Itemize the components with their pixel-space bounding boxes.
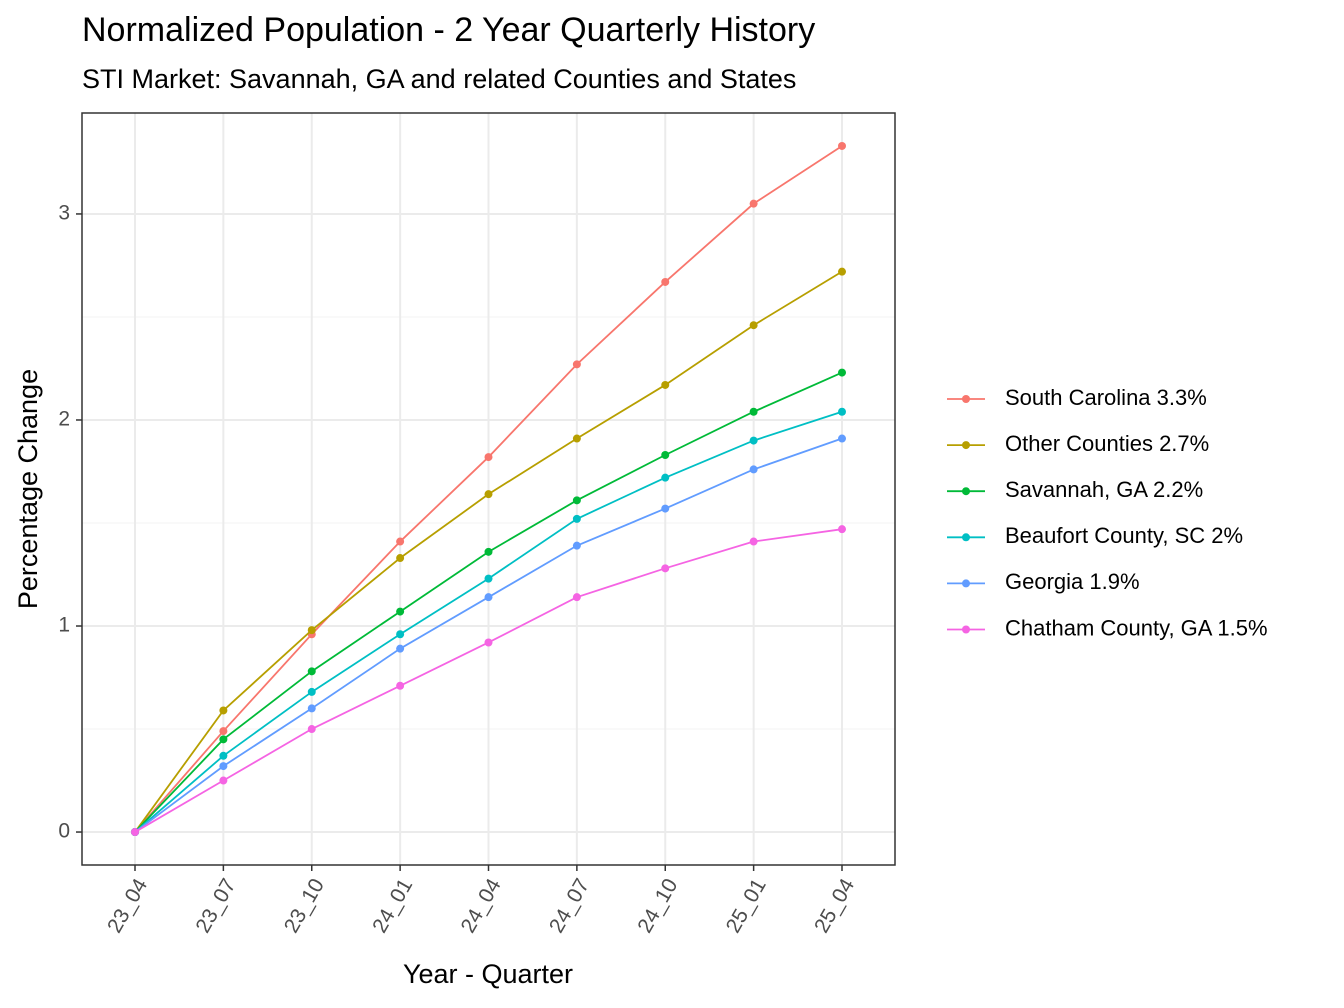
- data-point: [572, 514, 581, 523]
- data-point: [484, 453, 493, 462]
- legend-label: Beaufort County, SC 2%: [1005, 523, 1243, 548]
- x-tick-label: 25_01: [722, 875, 771, 937]
- data-point: [307, 725, 316, 734]
- legend-dot: [962, 441, 970, 450]
- data-point: [219, 776, 228, 785]
- chart-subtitle: STI Market: Savannah, GA and related Cou…: [82, 64, 796, 94]
- chart-title: Normalized Population - 2 Year Quarterly…: [82, 11, 815, 49]
- data-point: [749, 465, 758, 474]
- data-point: [661, 504, 670, 513]
- data-point: [572, 434, 581, 443]
- data-point: [219, 735, 228, 744]
- data-point: [484, 593, 493, 602]
- data-point: [484, 490, 493, 499]
- data-point: [396, 554, 405, 563]
- x-tick-label: 24_01: [368, 875, 417, 937]
- x-tick-label: 24_04: [457, 875, 506, 937]
- legend-dot: [962, 533, 970, 542]
- data-point: [749, 407, 758, 416]
- data-point: [307, 626, 316, 635]
- x-tick-label: 24_07: [545, 875, 594, 937]
- data-point: [307, 667, 316, 676]
- data-point: [661, 451, 670, 460]
- data-point: [749, 436, 758, 445]
- data-point: [838, 368, 846, 377]
- data-point: [572, 593, 581, 602]
- y-tick-label: 0: [58, 820, 70, 843]
- x-tick-label: 23_07: [191, 875, 240, 937]
- legend-label: South Carolina 3.3%: [1005, 385, 1207, 410]
- x-tick-label: 24_10: [633, 875, 682, 937]
- data-point: [396, 607, 405, 616]
- y-tick-label: 1: [58, 614, 70, 637]
- legend-dot: [962, 395, 970, 403]
- data-point: [838, 141, 846, 150]
- x-tick-label: 23_10: [280, 875, 329, 937]
- data-point: [661, 564, 670, 573]
- data-point: [661, 277, 670, 286]
- data-point: [661, 473, 670, 482]
- data-point: [749, 321, 758, 330]
- data-point: [749, 199, 758, 208]
- data-point: [484, 574, 493, 583]
- legend-label: Savannah, GA 2.2%: [1005, 477, 1203, 502]
- data-point: [219, 706, 228, 715]
- data-point: [219, 727, 228, 736]
- data-point: [749, 537, 758, 546]
- data-point: [572, 496, 581, 505]
- legend-dot: [962, 625, 970, 634]
- panel-border: [81, 112, 896, 866]
- y-axis-title: Percentage Change: [13, 369, 43, 609]
- data-point: [838, 525, 846, 534]
- legend-label: Georgia 1.9%: [1005, 569, 1140, 594]
- data-point: [572, 541, 581, 550]
- data-point: [838, 434, 846, 443]
- data-point: [131, 828, 139, 837]
- legend-dot: [962, 579, 970, 588]
- y-tick-label: 2: [58, 408, 70, 431]
- data-point: [396, 644, 405, 653]
- legend-dot: [962, 487, 970, 496]
- data-point: [396, 630, 405, 639]
- data-point: [219, 762, 228, 771]
- y-tick-label: 3: [58, 202, 70, 225]
- data-point: [484, 547, 493, 556]
- x-axis-title: Year - Quarter: [403, 959, 573, 989]
- legend-label: Chatham County, GA 1.5%: [1005, 615, 1268, 640]
- data-point: [484, 638, 493, 647]
- data-point: [307, 687, 316, 696]
- data-point: [661, 380, 670, 389]
- data-point: [396, 681, 405, 690]
- data-point: [838, 407, 846, 416]
- data-point: [219, 751, 228, 760]
- data-point: [307, 704, 316, 713]
- x-tick-label: 23_04: [103, 875, 152, 937]
- legend-label: Other Counties 2.7%: [1005, 431, 1209, 456]
- x-tick-label: 25_04: [810, 875, 859, 937]
- data-point: [838, 267, 846, 276]
- data-point: [396, 537, 405, 546]
- data-point: [572, 360, 581, 369]
